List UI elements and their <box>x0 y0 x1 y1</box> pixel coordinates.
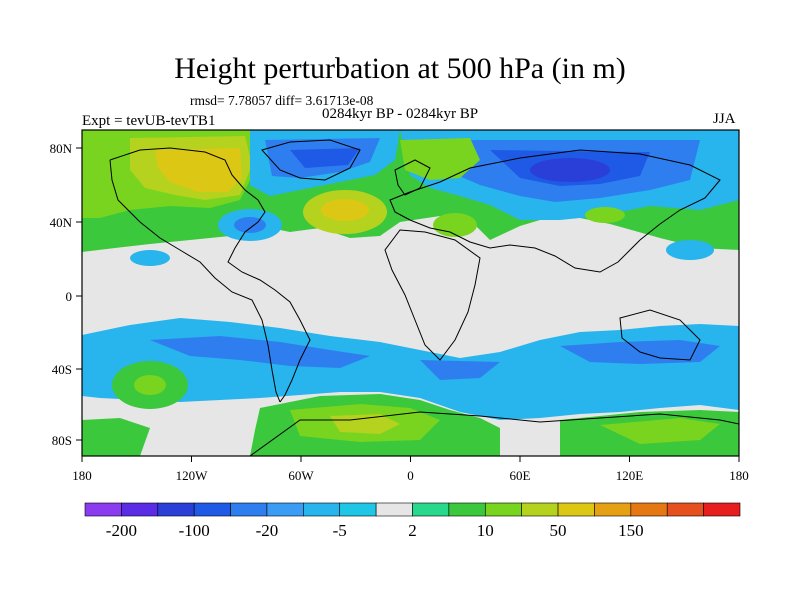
colorbar-swatch <box>193 502 231 517</box>
rmsd-stats: rmsd= 7.78057 diff= 3.61713e-08 <box>190 93 374 108</box>
colorbar-swatch <box>484 502 522 517</box>
colorbar-label: -20 <box>256 521 279 540</box>
lat-tick-label: 80N <box>50 141 73 156</box>
colorbar-label: -200 <box>106 521 137 540</box>
lon-tick-label: 60E <box>510 468 531 483</box>
colorbar-swatch <box>339 502 377 517</box>
experiment-label: Expt = tevUB-tevTB1 <box>82 113 216 129</box>
colorbar-label: 150 <box>618 521 644 540</box>
lon-tick-label: 180 <box>729 468 749 483</box>
colorbar-swatch <box>157 502 195 517</box>
colorbar-label: 10 <box>477 521 494 540</box>
colorbar-swatch <box>121 502 159 517</box>
coastlines <box>109 139 739 456</box>
colorbar-swatch <box>594 502 632 517</box>
colorbar-label: 50 <box>550 521 567 540</box>
contour-field <box>82 130 739 456</box>
map-title: Height perturbation at 500 hPa (in m) <box>174 52 626 85</box>
lon-tick-label: 0 <box>407 468 414 483</box>
colorbar-swatch <box>630 502 668 517</box>
lat-tick-label: 80S <box>52 433 72 448</box>
colorbar-swatch <box>84 502 122 517</box>
lon-tick-label: 120E <box>616 468 644 483</box>
lon-tick-label: 180 <box>72 468 92 483</box>
colorbar-swatch <box>557 502 595 517</box>
lat-tick-label: 40N <box>50 215 73 230</box>
colorbar: -200 -100 -20 -5 2 10 50 150 <box>84 502 741 540</box>
time-period: 0284kyr BP - 0284kyr BP <box>322 106 479 122</box>
colorbar-label: -100 <box>179 521 210 540</box>
colorbar-swatch <box>230 502 268 517</box>
colorbar-swatch <box>448 502 486 517</box>
lat-tick-label: 40S <box>52 362 72 377</box>
lon-tick-label: 60W <box>288 468 314 483</box>
colorbar-label: 2 <box>408 521 417 540</box>
colorbar-label: -5 <box>333 521 347 540</box>
latitude-axis: 80N 40N 0 40S 80S <box>50 141 82 448</box>
colorbar-swatch <box>521 502 559 517</box>
colorbar-swatch <box>266 502 304 517</box>
colorbar-swatch <box>412 502 450 517</box>
season-label: JJA <box>713 111 736 127</box>
lat-tick-label: 0 <box>66 289 73 304</box>
colorbar-swatch <box>703 502 741 517</box>
lon-tick-label: 120W <box>176 468 209 483</box>
colorbar-swatch <box>666 502 704 517</box>
colorbar-swatch <box>303 502 341 517</box>
colorbar-swatch <box>375 502 413 517</box>
longitude-axis: 180 120W 60W 0 60E 120E 180 <box>72 456 749 483</box>
